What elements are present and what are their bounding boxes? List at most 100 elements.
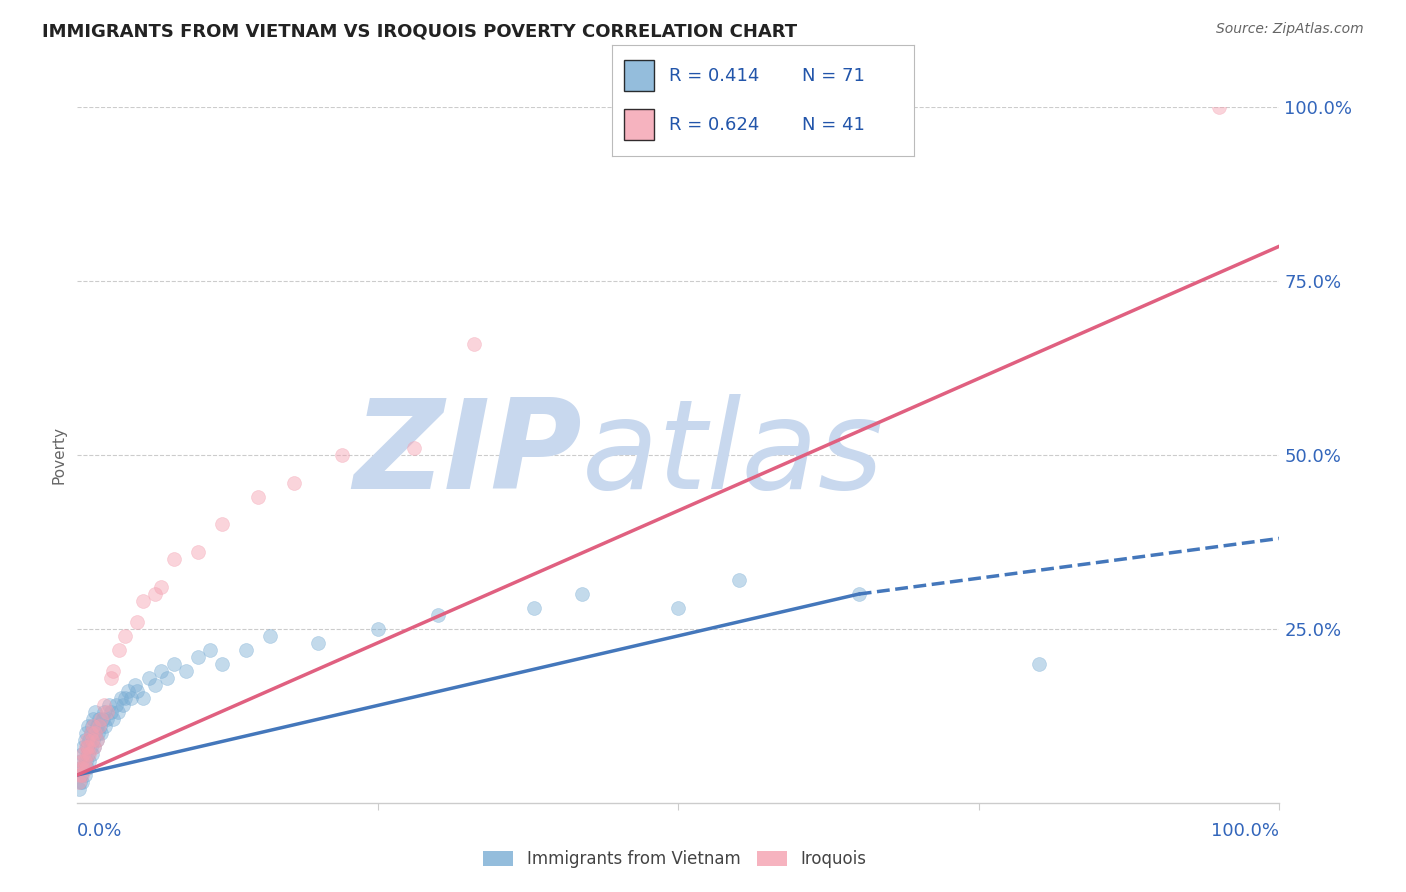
Point — [114, 629, 136, 643]
Point — [79, 726, 101, 740]
Point — [111, 698, 134, 713]
Point — [80, 733, 103, 747]
Point — [93, 706, 115, 720]
Text: 100.0%: 100.0% — [1212, 822, 1279, 840]
Point — [127, 684, 149, 698]
Point — [150, 580, 173, 594]
Legend: Immigrants from Vietnam, Iroquois: Immigrants from Vietnam, Iroquois — [477, 844, 873, 875]
Point — [1028, 657, 1050, 671]
Point — [67, 781, 90, 796]
Point — [82, 712, 104, 726]
FancyBboxPatch shape — [624, 109, 654, 140]
Text: N = 71: N = 71 — [801, 67, 865, 85]
Point — [86, 733, 108, 747]
Point — [124, 677, 146, 691]
Text: N = 41: N = 41 — [801, 116, 865, 134]
Point — [211, 517, 233, 532]
Point — [367, 622, 389, 636]
Point — [145, 677, 167, 691]
Point — [69, 761, 91, 775]
Point — [94, 719, 117, 733]
Text: ZIP: ZIP — [353, 394, 582, 516]
Point — [89, 719, 111, 733]
Point — [110, 691, 132, 706]
Point — [103, 712, 125, 726]
Point — [86, 733, 108, 747]
Point — [83, 740, 105, 755]
Point — [72, 740, 94, 755]
Point — [162, 657, 184, 671]
Point — [87, 719, 110, 733]
Point — [72, 761, 94, 775]
Point — [100, 706, 122, 720]
Point — [145, 587, 167, 601]
Point — [87, 726, 110, 740]
Point — [107, 706, 129, 720]
Point — [132, 594, 155, 608]
Point — [127, 615, 149, 629]
Point — [186, 545, 209, 559]
Point — [1208, 100, 1230, 114]
FancyBboxPatch shape — [624, 61, 654, 92]
Point — [668, 601, 690, 615]
Point — [80, 747, 103, 761]
Point — [186, 649, 209, 664]
Point — [90, 712, 112, 726]
Point — [77, 747, 100, 761]
Point — [91, 712, 114, 726]
Point — [283, 475, 305, 490]
Point — [198, 642, 221, 657]
Point — [76, 740, 98, 755]
Point — [246, 490, 269, 504]
Point — [73, 754, 96, 768]
Point — [79, 754, 101, 768]
Point — [96, 712, 118, 726]
Point — [150, 664, 173, 678]
Point — [75, 754, 97, 768]
Point — [427, 607, 450, 622]
Point — [114, 691, 136, 706]
Y-axis label: Poverty: Poverty — [51, 425, 66, 484]
Point — [103, 664, 125, 678]
Point — [108, 642, 131, 657]
Point — [80, 719, 103, 733]
Point — [120, 691, 142, 706]
Point — [117, 684, 139, 698]
Point — [70, 754, 93, 768]
Point — [174, 664, 197, 678]
Point — [77, 719, 100, 733]
Point — [138, 671, 160, 685]
Point — [848, 587, 870, 601]
Point — [104, 698, 127, 713]
Text: Source: ZipAtlas.com: Source: ZipAtlas.com — [1216, 22, 1364, 37]
Point — [79, 733, 101, 747]
Point — [69, 768, 91, 782]
Point — [70, 775, 93, 789]
Point — [235, 642, 257, 657]
Point — [259, 629, 281, 643]
Text: R = 0.624: R = 0.624 — [669, 116, 759, 134]
Point — [82, 719, 104, 733]
Point — [75, 726, 97, 740]
Point — [132, 691, 155, 706]
Point — [73, 733, 96, 747]
Point — [87, 712, 110, 726]
Point — [162, 552, 184, 566]
Point — [70, 754, 93, 768]
Point — [70, 761, 93, 775]
Point — [523, 601, 546, 615]
Text: 0.0%: 0.0% — [77, 822, 122, 840]
Point — [100, 671, 122, 685]
Point — [72, 761, 94, 775]
Point — [571, 587, 593, 601]
Point — [76, 733, 98, 747]
Point — [73, 768, 96, 782]
Point — [79, 747, 101, 761]
Point — [77, 740, 100, 755]
Point — [83, 740, 105, 755]
Point — [90, 726, 112, 740]
Point — [307, 636, 329, 650]
Text: IMMIGRANTS FROM VIETNAM VS IROQUOIS POVERTY CORRELATION CHART: IMMIGRANTS FROM VIETNAM VS IROQUOIS POVE… — [42, 22, 797, 40]
Point — [156, 671, 179, 685]
Point — [72, 747, 94, 761]
